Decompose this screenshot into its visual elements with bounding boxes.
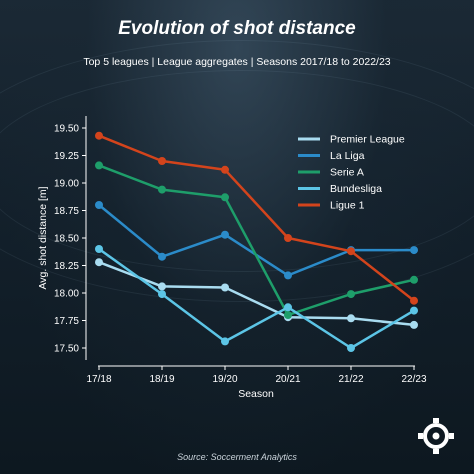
legend-label-la-liga: La Liga — [330, 150, 365, 162]
y-tick-label: 19.25 — [54, 151, 79, 162]
data-point-serie-a — [158, 185, 166, 194]
data-point-bundesliga — [158, 290, 166, 299]
data-point-ligue-1 — [95, 131, 103, 140]
y-tick-label: 18.25 — [54, 261, 79, 272]
legend-label-premier-league: Premier League — [330, 134, 405, 146]
y-tick-label: 19.50 — [54, 124, 79, 135]
y-tick-label: 18.50 — [54, 234, 79, 245]
data-point-premier-league — [347, 314, 355, 323]
data-point-serie-a — [95, 161, 103, 170]
data-point-premier-league — [221, 283, 229, 292]
stadium-arc-decoration — [0, 40, 474, 302]
series-line-ligue-1 — [98, 134, 415, 302]
data-point-premier-league — [410, 320, 418, 329]
x-tick-label: 19/20 — [212, 374, 237, 385]
data-point-ligue-1 — [284, 234, 292, 242]
axes: 17.50 17.75 18.00 18.25 18.50 18.75 19.00 19.25… — [37, 116, 427, 400]
data-point-la-liga — [221, 230, 229, 239]
series-line-serie-a — [98, 164, 415, 317]
y-tick-label: 18.75 — [54, 206, 79, 217]
x-tick-label: 20/21 — [275, 374, 300, 385]
data-point-bundesliga — [410, 306, 418, 315]
y-tick-label: 17.75 — [54, 316, 79, 327]
series-line-bundesliga — [98, 247, 415, 350]
data-point-ligue-1 — [347, 247, 355, 256]
x-tick-label: 17/18 — [86, 374, 111, 385]
legend-label-serie-a: Serie A — [330, 167, 364, 179]
data-point-serie-a — [284, 311, 292, 319]
x-tick-label: 18/19 — [149, 374, 174, 385]
data-point-ligue-1 — [158, 157, 166, 165]
data-point-bundesliga — [221, 337, 229, 346]
stadium-arc-decoration — [0, 70, 474, 272]
legend-label-bundesliga: Bundesliga — [330, 183, 382, 195]
data-point-bundesliga — [284, 303, 292, 312]
data-point-ligue-1 — [221, 165, 229, 174]
y-tick-label: 18.00 — [54, 289, 79, 300]
data-point-bundesliga — [95, 245, 103, 253]
data-point-serie-a — [221, 193, 229, 202]
data-point-la-liga — [95, 201, 103, 209]
data-point-premier-league — [158, 282, 166, 291]
data-point-serie-a — [410, 275, 418, 284]
chart-subtitle: Top 5 leagues | League aggregates | Seas… — [83, 56, 391, 68]
y-axis-title: Avg. shot distance [m] — [37, 186, 49, 289]
y-tick-label: 19.00 — [54, 179, 79, 190]
data-point-serie-a — [347, 290, 355, 299]
series-line-premier-league — [98, 261, 415, 327]
y-tick-label: 17.50 — [54, 344, 79, 355]
legend-label-ligue-1: Ligue 1 — [330, 200, 365, 212]
data-point-la-liga — [284, 271, 292, 280]
data-point-la-liga — [410, 246, 418, 255]
source-caption: Source: Soccerment Analytics — [177, 452, 297, 462]
data-point-la-liga — [158, 252, 166, 261]
legend: Premier League La Liga Serie A Bundesliga Li… — [298, 134, 405, 212]
x-tick-label: 22/23 — [401, 374, 426, 385]
data-point-ligue-1 — [410, 296, 418, 305]
x-tick-label: 21/22 — [338, 374, 363, 385]
series-lines — [95, 131, 418, 352]
data-point-premier-league — [95, 258, 103, 267]
x-axis-title: Season — [238, 388, 274, 400]
chart-title: Evolution of shot distance — [118, 18, 356, 39]
soccerment-logo-icon — [418, 418, 454, 454]
data-point-bundesliga — [347, 344, 355, 352]
